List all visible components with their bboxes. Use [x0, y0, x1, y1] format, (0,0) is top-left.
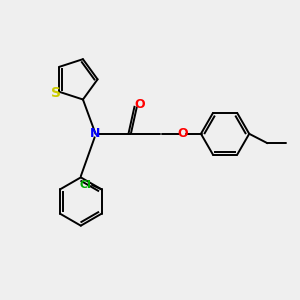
Text: N: N — [90, 127, 101, 140]
Text: S: S — [51, 86, 61, 100]
Text: O: O — [177, 127, 188, 140]
Text: O: O — [134, 98, 145, 111]
Text: Cl: Cl — [80, 180, 92, 190]
